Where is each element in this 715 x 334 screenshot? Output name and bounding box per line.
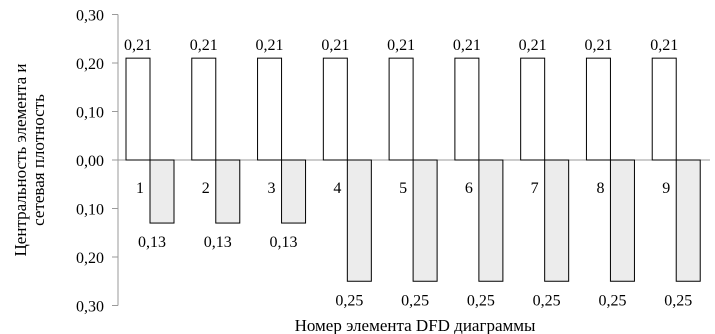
positive-value-label: 0,21: [190, 37, 218, 54]
category-label: 6: [465, 180, 473, 197]
positive-bar: [322, 57, 348, 161]
negative-bar: [544, 159, 570, 282]
category-label-bg: [196, 176, 215, 200]
negative-bar: [675, 159, 701, 282]
negative-bar: [609, 159, 635, 282]
positive-bar: [191, 57, 217, 161]
negative-value-label: 0,13: [138, 234, 166, 251]
negative-value-label: 0,25: [533, 292, 561, 309]
category-label-bg: [459, 176, 478, 200]
chart-bars: [125, 57, 701, 282]
y-tick-label: 0,20: [76, 56, 104, 73]
positive-bar: [520, 57, 546, 161]
positive-bar: [125, 57, 151, 161]
category-label-bg: [262, 176, 281, 200]
category-label-bg: [328, 176, 347, 200]
category-label: 4: [333, 180, 341, 197]
category-label-bg: [525, 176, 544, 200]
positive-value-label: 0,21: [256, 37, 284, 54]
negative-value-label: 0,25: [598, 292, 626, 309]
negative-value-label: 0,25: [664, 292, 692, 309]
category-label: 1: [136, 180, 144, 197]
category-label-bg: [394, 176, 413, 200]
category-label-bg: [131, 176, 149, 200]
positive-bar: [257, 57, 283, 161]
category-label-bg: [657, 176, 676, 200]
category-label: 2: [202, 180, 210, 197]
positive-bar: [388, 57, 414, 161]
negative-bar: [478, 159, 504, 282]
positive-value-label: 0,21: [453, 37, 481, 54]
positive-bar: [651, 57, 677, 161]
negative-value-label: 0,13: [204, 234, 232, 251]
y-tick-label: 0,10: [76, 105, 104, 122]
positive-value-label: 0,21: [321, 37, 349, 54]
category-label: 8: [596, 180, 604, 197]
chart-data-labels: 0,21 1 0,13 0,21 2 0,13 0,21 3 0,13 0,21 4 0,25 0,21…: [124, 37, 692, 309]
positive-value-label: 0,21: [387, 37, 415, 54]
positive-bar: [454, 57, 480, 161]
category-label-bg: [591, 176, 610, 200]
y-tick-label: 0,30: [76, 8, 104, 25]
positive-bar: [585, 57, 611, 161]
positive-value-label: 0,21: [584, 37, 612, 54]
y-tick-label: 0,00: [76, 153, 104, 170]
x-axis-label: Номер элемента DFD диаграммы: [295, 316, 536, 334]
y-tick-label: 0,30: [76, 299, 104, 316]
negative-value-label: 0,25: [335, 292, 363, 309]
negative-bar: [149, 159, 175, 224]
negative-value-label: 0,25: [401, 292, 429, 309]
negative-bar: [346, 159, 372, 282]
category-label: 5: [399, 180, 407, 197]
category-label: 9: [662, 180, 670, 197]
positive-value-label: 0,21: [519, 37, 547, 54]
negative-bar: [412, 159, 438, 282]
category-label: 3: [268, 180, 276, 197]
y-tick-label: 0,10: [76, 202, 104, 219]
positive-value-label: 0,21: [650, 37, 678, 54]
category-label: 7: [531, 180, 539, 197]
negative-bar: [281, 159, 307, 224]
negative-value-label: 0,13: [270, 234, 298, 251]
negative-bar: [215, 159, 241, 224]
positive-value-label: 0,21: [124, 37, 152, 54]
y-tick-label: 0,20: [76, 250, 104, 267]
negative-value-label: 0,25: [467, 292, 495, 309]
y-axis-label: Центральность элемента исетевая плотност…: [11, 64, 48, 257]
